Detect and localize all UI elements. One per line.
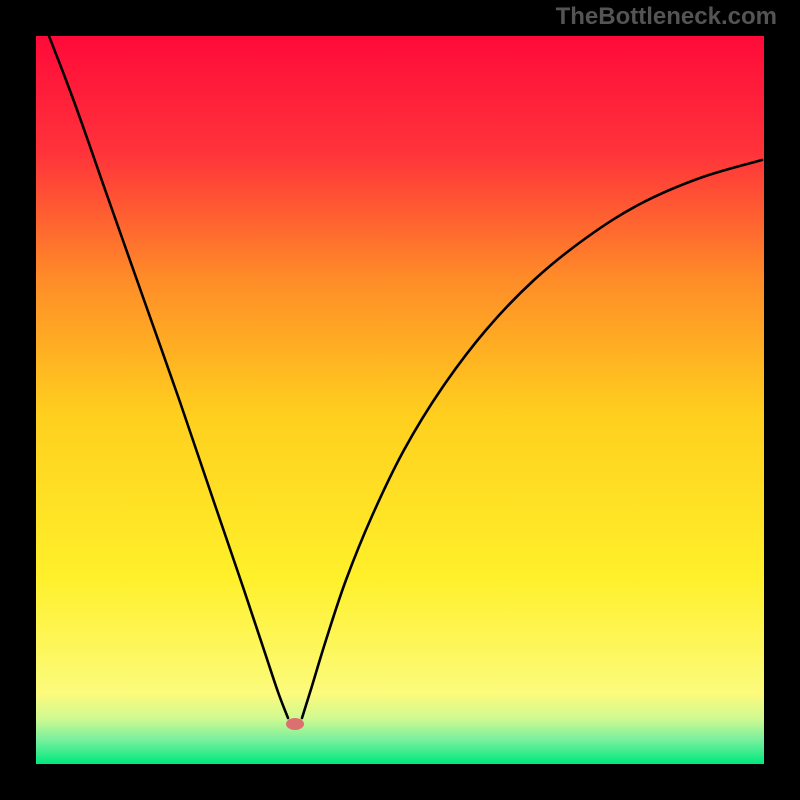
curve-right-branch (302, 160, 762, 718)
curve-layer (36, 36, 764, 764)
watermark-text: TheBottleneck.com (556, 3, 777, 31)
optimum-marker (286, 718, 304, 730)
curve-left-branch (36, 36, 288, 718)
plot-area (36, 36, 764, 764)
